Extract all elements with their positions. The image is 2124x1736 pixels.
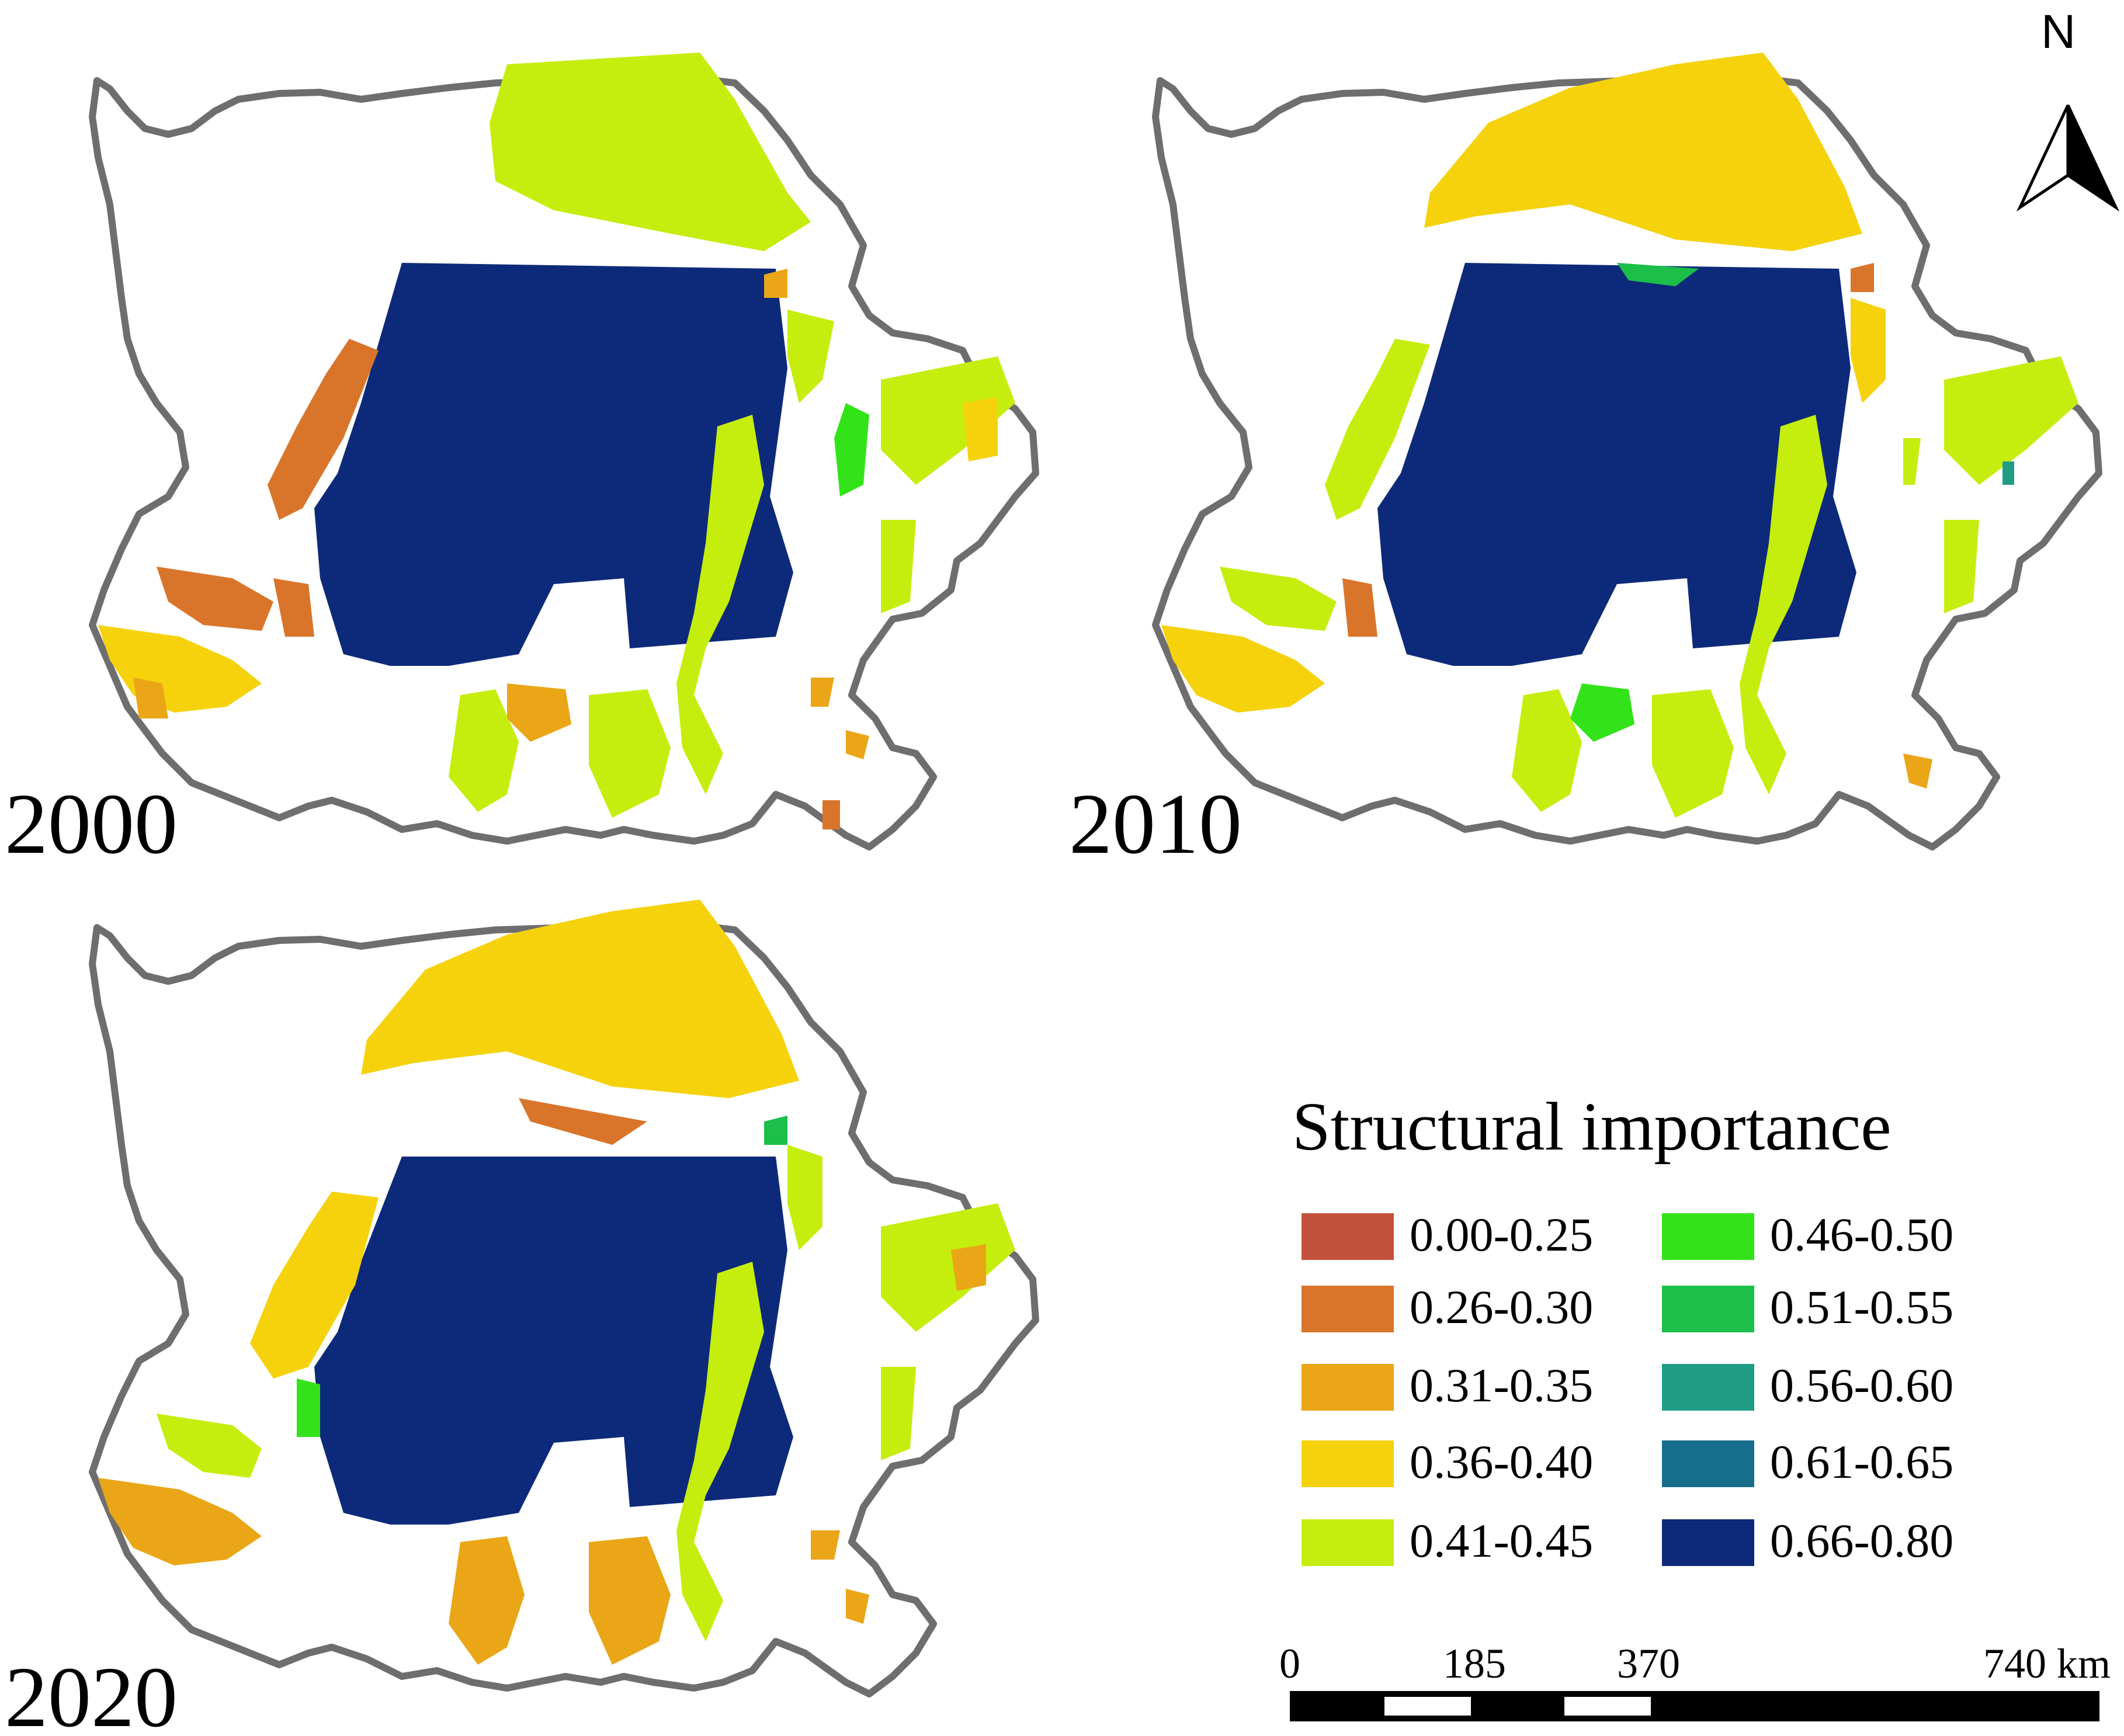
year-label: 2010 xyxy=(1069,776,1242,872)
legend-label: 0.26-0.30 xyxy=(1410,1280,1594,1334)
patch-layer xyxy=(1161,53,2078,818)
legend-label: 0.31-0.35 xyxy=(1410,1359,1594,1412)
legend-label: 0.41-0.45 xyxy=(1410,1514,1594,1567)
year-label: 2000 xyxy=(5,776,178,872)
legend-label: 0.66-0.80 xyxy=(1770,1514,1954,1567)
legend-title: Structural importance xyxy=(1292,1088,1892,1165)
scale-bar xyxy=(1290,1691,2099,1721)
north-arrow-icon xyxy=(2016,104,2120,212)
legend-label: 0.46-0.50 xyxy=(1770,1208,1954,1261)
legend-label: 0.51-0.55 xyxy=(1770,1280,1954,1334)
legend-label: 0.61-0.65 xyxy=(1770,1435,1954,1488)
scale-label: 0 xyxy=(1279,1640,1300,1687)
legend-swatch xyxy=(1302,1364,1394,1411)
legend-swatch xyxy=(1662,1440,1754,1487)
patch-layer xyxy=(98,900,1015,1665)
legend-swatch xyxy=(1302,1440,1394,1487)
legend-swatch xyxy=(1302,1519,1394,1566)
map-panel-2020: 2020 xyxy=(5,900,1036,1736)
legend-swatch xyxy=(1302,1213,1394,1260)
patch-layer xyxy=(98,53,1015,829)
scale-label: 740 km xyxy=(1983,1640,2111,1687)
north-letter: N xyxy=(2041,5,2076,58)
map-panel-2000: 2000 xyxy=(5,53,1036,872)
legend-swatch xyxy=(1662,1519,1754,1566)
scale-label: 185 xyxy=(1443,1640,1506,1687)
legend-label: 0.36-0.40 xyxy=(1410,1435,1594,1488)
year-label: 2020 xyxy=(5,1650,178,1736)
legend-swatch xyxy=(1302,1286,1394,1332)
legend-swatch xyxy=(1662,1213,1754,1260)
scale-label: 370 xyxy=(1617,1640,1680,1687)
legend-label: 0.56-0.60 xyxy=(1770,1359,1954,1412)
legend-swatch xyxy=(1662,1286,1754,1332)
legend-swatch xyxy=(1662,1364,1754,1411)
map-panel-2010: 2010 xyxy=(1069,53,2099,872)
legend-label: 0.00-0.25 xyxy=(1410,1208,1594,1261)
